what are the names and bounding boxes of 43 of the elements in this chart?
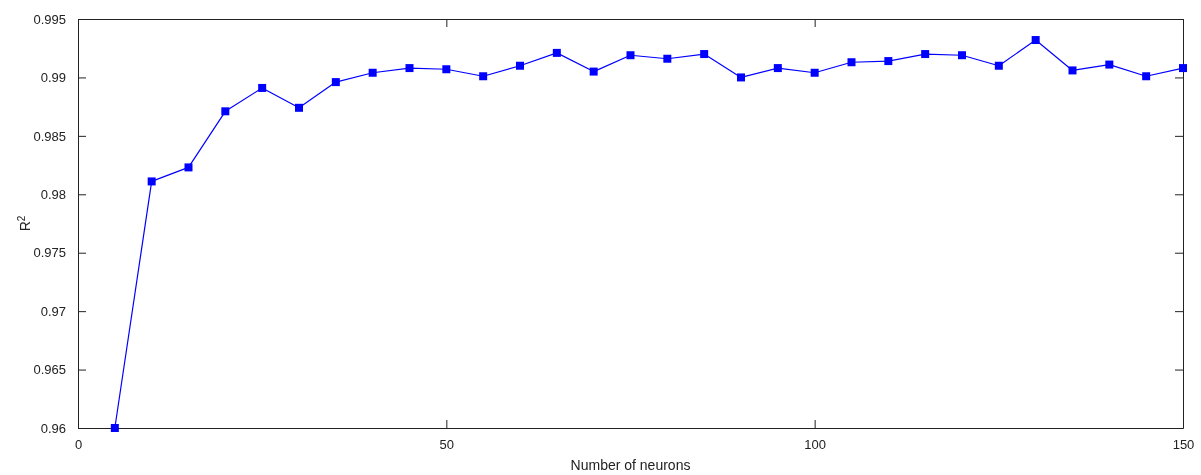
point: [295, 103, 303, 112]
point: [221, 107, 230, 116]
point: [147, 177, 156, 186]
point: [994, 61, 1003, 70]
point: [921, 50, 930, 59]
x-tick-label: 50: [439, 437, 455, 453]
point: [516, 61, 524, 70]
x-axis-title: Number of neurons: [570, 457, 691, 473]
point: [405, 64, 414, 73]
x-tick-label: 0: [74, 437, 83, 453]
point: [958, 51, 966, 60]
point: [331, 78, 340, 87]
point: [773, 64, 782, 73]
x-tick-label: 150: [1172, 437, 1195, 453]
y-tick-label: 0.97: [40, 303, 66, 319]
y-tick-label: 0.98: [40, 186, 66, 202]
point: [1031, 36, 1040, 45]
y-tick-label: 0.965: [33, 362, 66, 378]
y-tick-label: 0.975: [33, 245, 66, 261]
point: [1142, 72, 1151, 81]
point: [810, 68, 819, 77]
point: [700, 50, 709, 59]
point: [1068, 66, 1077, 75]
point: [552, 48, 561, 57]
point: [442, 65, 451, 74]
point: [589, 67, 598, 76]
point: [368, 68, 377, 77]
point: [258, 83, 267, 92]
y-tick-label: 0.96: [40, 420, 66, 436]
point: [663, 54, 672, 63]
y-tick-label: 0.99: [40, 70, 66, 86]
point: [110, 424, 119, 432]
point: [184, 163, 193, 172]
y-tick-label: 0.995: [33, 11, 66, 27]
y-tick-label: 0.985: [33, 128, 66, 144]
point: [737, 73, 745, 82]
point: [884, 57, 893, 66]
point: [479, 72, 488, 81]
point: [1105, 60, 1114, 69]
point: [847, 58, 856, 67]
point: [626, 51, 635, 60]
point: [1179, 64, 1187, 73]
x-tick-label: 100: [804, 437, 827, 453]
